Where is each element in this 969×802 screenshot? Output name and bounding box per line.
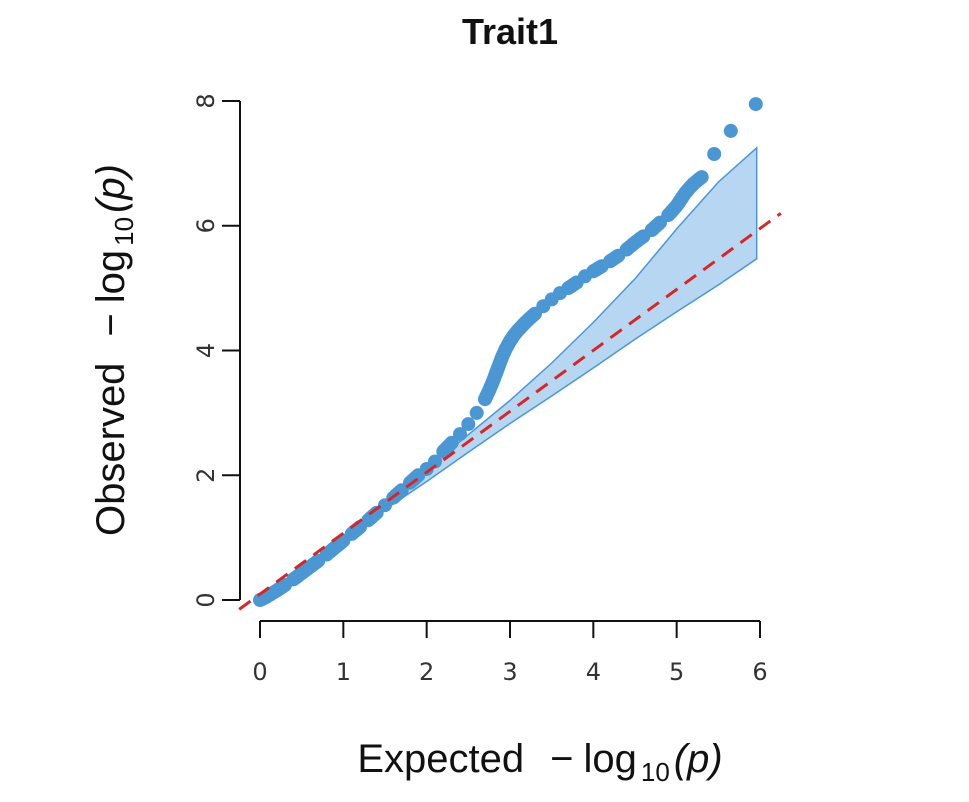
data-point: [694, 170, 709, 185]
plot-area: [238, 97, 782, 611]
data-point: [461, 417, 476, 432]
y-tick-label: 2: [192, 468, 220, 483]
data-point: [469, 405, 484, 420]
x-tick-label: 6: [752, 658, 767, 686]
data-point: [444, 435, 459, 450]
reference-line: [238, 212, 782, 611]
x-tick-label: 3: [502, 658, 517, 686]
data-point: [748, 97, 763, 112]
y-axis-label: Observed − log 10 (p): [89, 164, 139, 536]
x-tick-label: 0: [252, 658, 267, 686]
x-tick-label: 4: [586, 658, 601, 686]
x-tick-label: 1: [336, 658, 351, 686]
y-tick-label: 0: [192, 592, 220, 607]
data-point: [723, 123, 738, 138]
y-tick-label: 6: [192, 218, 220, 233]
y-tick-label: 4: [192, 343, 220, 358]
x-axis-label: Expected − log 10 (p): [357, 737, 722, 787]
y-axis-ticks: 0 2 4 6 8: [192, 93, 240, 608]
y-tick-label: 8: [192, 93, 220, 108]
data-point: [707, 147, 722, 161]
data-point: [453, 427, 467, 442]
points-series: [253, 97, 763, 607]
x-tick-label: 5: [669, 658, 684, 686]
x-axis-ticks: 0 1 2 3 4 5 6: [252, 621, 768, 686]
data-point: [428, 454, 442, 469]
x-tick-label: 2: [419, 658, 434, 686]
chart-title: Trait1: [462, 11, 558, 52]
